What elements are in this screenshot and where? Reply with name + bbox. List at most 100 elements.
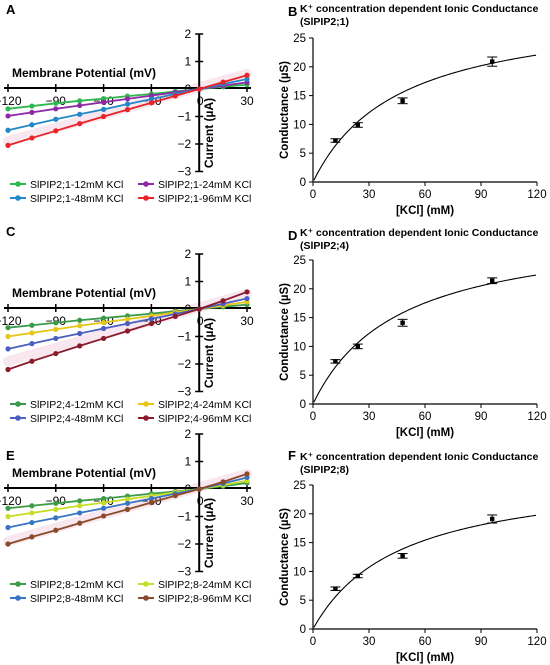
data-point bbox=[5, 106, 11, 112]
y-axis-title: Current (µA) bbox=[202, 498, 216, 568]
x-tick-label: 30 bbox=[363, 189, 376, 201]
data-point bbox=[101, 99, 107, 105]
x-tick-label: 60 bbox=[419, 189, 432, 201]
legend-label: SlPIP2;8-96mM KCl bbox=[158, 593, 251, 605]
y-tick-label: −2 bbox=[178, 357, 192, 371]
data-point bbox=[244, 72, 250, 78]
y-tick-label: −2 bbox=[178, 537, 192, 551]
data-point bbox=[29, 503, 35, 509]
x-tick-label: 0 bbox=[310, 636, 316, 648]
y-tick-label: 20 bbox=[293, 284, 306, 296]
chart-title: K⁺ concentration dependent Ionic Conduct… bbox=[300, 3, 538, 15]
y-tick-label: −3 bbox=[178, 385, 192, 399]
data-point bbox=[124, 500, 131, 506]
legend-label: SlPIP2;8-48mM KCl bbox=[30, 593, 123, 605]
chart-subtitle: (SlPIP2;8) bbox=[300, 464, 349, 476]
fit-curve bbox=[313, 54, 537, 181]
y-tick-label: 5 bbox=[300, 595, 306, 607]
legend-label: SlPIP2;1-24mM KCl bbox=[158, 179, 251, 191]
y-tick-label: 15 bbox=[293, 91, 306, 103]
data-point bbox=[53, 527, 59, 533]
legend-label: SlPIP2;1-96mM KCl bbox=[158, 193, 251, 205]
chart-title: K⁺ concentration dependent Ionic Conduct… bbox=[300, 451, 538, 463]
panel-label: F bbox=[288, 448, 296, 463]
y-tick-label: 20 bbox=[293, 62, 306, 74]
data-point bbox=[5, 366, 11, 373]
legend-label: SlPIP2;4-24mM KCl bbox=[158, 399, 251, 411]
data-point bbox=[101, 500, 107, 506]
x-tick-label: −120 bbox=[0, 494, 22, 508]
x-tick-label: 30 bbox=[240, 314, 254, 328]
y-tick-label: 0 bbox=[185, 482, 192, 496]
data-point bbox=[77, 498, 83, 504]
conductance-panel-f: F K⁺ concentration dependent Ionic Conduc… bbox=[279, 448, 547, 664]
y-tick-label: −2 bbox=[178, 137, 192, 151]
legend-marker bbox=[143, 415, 149, 421]
y-tick-label: 1 bbox=[185, 455, 192, 469]
data-point bbox=[196, 486, 202, 492]
y-tick-label: 10 bbox=[293, 341, 306, 353]
data-point bbox=[5, 113, 11, 119]
y-tick-label: 2 bbox=[185, 27, 192, 41]
data-point bbox=[124, 506, 131, 512]
y-tick-label: 20 bbox=[293, 509, 306, 521]
data-point bbox=[101, 505, 107, 511]
data-point bbox=[101, 513, 107, 519]
data-point bbox=[148, 496, 154, 502]
x-tick-label: 0 bbox=[310, 411, 316, 423]
chart-title: K⁺ concentration dependent Ionic Conduct… bbox=[300, 227, 538, 239]
x-tick-label: 120 bbox=[527, 636, 546, 648]
legend-label: SlPIP2;1-48mM KCl bbox=[30, 193, 123, 205]
data-point bbox=[355, 344, 360, 349]
y-tick-label: −1 bbox=[178, 510, 192, 524]
data-point bbox=[29, 534, 35, 540]
data-point bbox=[244, 76, 250, 82]
data-point bbox=[148, 320, 154, 327]
y-tick-label: 0 bbox=[300, 624, 306, 636]
data-point bbox=[5, 513, 11, 520]
x-tick-label: −120 bbox=[0, 314, 22, 328]
legend-marker bbox=[15, 401, 21, 407]
data-point bbox=[244, 295, 250, 302]
y-tick-label: 2 bbox=[185, 427, 192, 441]
legend-marker bbox=[15, 415, 21, 421]
legend-label: SlPIP2;4-12mM KCl bbox=[30, 399, 123, 411]
x-tick-label: 120 bbox=[527, 411, 546, 423]
y-tick-label: 1 bbox=[185, 275, 192, 289]
data-point bbox=[148, 499, 154, 506]
x-axis-title: Membrane Potential (mV) bbox=[12, 286, 156, 300]
y-tick-label: −1 bbox=[178, 110, 192, 124]
legend-label: SlPIP2;8-12mM KCl bbox=[30, 579, 123, 591]
x-tick-label: 0 bbox=[197, 494, 204, 508]
data-point bbox=[53, 350, 59, 357]
data-point bbox=[77, 121, 83, 127]
data-point bbox=[77, 510, 83, 516]
data-point bbox=[29, 358, 35, 364]
y-tick-label: 25 bbox=[293, 255, 306, 267]
x-tick-label: 0 bbox=[310, 189, 316, 201]
y-tick-label: 25 bbox=[293, 480, 306, 492]
data-point bbox=[5, 127, 11, 133]
data-point bbox=[29, 510, 35, 516]
data-point bbox=[53, 515, 59, 521]
panel-label: B bbox=[288, 4, 297, 19]
y-axis-title: Current (µA) bbox=[202, 98, 216, 168]
data-point bbox=[400, 320, 405, 325]
data-point bbox=[77, 520, 83, 526]
data-point bbox=[355, 122, 360, 128]
data-point bbox=[400, 553, 405, 559]
x-tick-label: 30 bbox=[363, 636, 376, 648]
data-point bbox=[77, 317, 83, 323]
legend-marker bbox=[15, 595, 21, 601]
data-point bbox=[196, 306, 202, 312]
data-point bbox=[29, 135, 35, 141]
data-point bbox=[29, 330, 35, 336]
data-point bbox=[148, 316, 154, 322]
data-point bbox=[77, 102, 83, 109]
highlight-band bbox=[3, 288, 252, 367]
panel-label: A bbox=[6, 2, 16, 17]
x-tick-label: 30 bbox=[240, 94, 254, 108]
y-tick-label: 10 bbox=[293, 566, 306, 578]
y-axis-title: Conductance (µS) bbox=[279, 61, 291, 159]
x-tick-label: 120 bbox=[527, 189, 546, 201]
